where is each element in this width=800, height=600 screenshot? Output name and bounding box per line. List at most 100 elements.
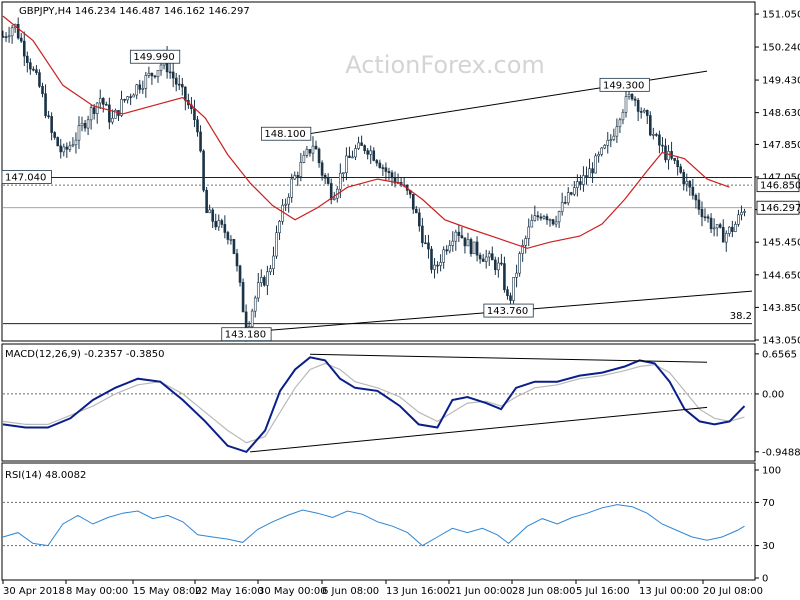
candle-body bbox=[466, 239, 470, 247]
candle-body bbox=[673, 157, 676, 161]
candle-body bbox=[235, 253, 239, 267]
candle-body bbox=[621, 111, 625, 121]
candle-body bbox=[539, 216, 543, 219]
candle-body bbox=[649, 115, 652, 136]
candle-body bbox=[481, 258, 485, 262]
candle-body bbox=[205, 189, 208, 214]
candle-body bbox=[47, 115, 50, 118]
candle-body bbox=[691, 186, 695, 196]
time-tick-label: 30 Apr 2018 bbox=[3, 586, 65, 597]
candle-body bbox=[269, 268, 272, 273]
candle-body bbox=[457, 231, 461, 236]
candle-body bbox=[658, 134, 661, 146]
candle-body bbox=[351, 156, 354, 159]
macd-tick-label: 0.6565 bbox=[762, 349, 797, 360]
candle-body bbox=[26, 55, 29, 63]
candle-body bbox=[573, 187, 576, 195]
candle-body bbox=[728, 226, 731, 234]
candle-body bbox=[679, 166, 682, 173]
candle-body bbox=[1, 36, 5, 38]
price-tick-label: 151.050 bbox=[762, 10, 800, 21]
candle-body bbox=[490, 253, 494, 261]
price-tick-label: 147.050 bbox=[762, 173, 800, 184]
candle-body bbox=[606, 139, 610, 146]
candle-body bbox=[7, 35, 11, 38]
candle-body bbox=[284, 203, 287, 206]
price-annotation: 143.760 bbox=[483, 303, 534, 318]
candle-body bbox=[694, 195, 698, 201]
candle-body bbox=[597, 154, 600, 157]
candle-body bbox=[357, 142, 360, 149]
time-tick-label: 22 May 16:00 bbox=[195, 586, 264, 597]
candle-body bbox=[557, 211, 561, 223]
candle-body bbox=[433, 264, 436, 270]
candle-body bbox=[624, 96, 628, 113]
candle-body bbox=[566, 192, 570, 204]
annotation-label: 147.040 bbox=[5, 172, 46, 183]
candle-body bbox=[132, 94, 135, 98]
candle-body bbox=[95, 102, 99, 114]
candle-body bbox=[469, 239, 473, 255]
candle-body bbox=[4, 36, 8, 38]
rsi-tick-label: 70 bbox=[762, 498, 775, 509]
candle-body bbox=[38, 72, 41, 87]
candle-body bbox=[612, 135, 616, 140]
macd-signal-line bbox=[2, 362, 745, 444]
candle-body bbox=[144, 75, 148, 89]
candle-body bbox=[615, 126, 619, 137]
candle-body bbox=[372, 150, 376, 161]
candle-body bbox=[366, 150, 369, 155]
candle-body bbox=[281, 204, 284, 222]
macd-tick-label: -0.9488 bbox=[762, 447, 800, 458]
candle-body bbox=[202, 150, 205, 191]
candle-body bbox=[77, 125, 81, 141]
candle-body bbox=[652, 134, 655, 136]
candle-body bbox=[411, 194, 415, 210]
price-annotation: 149.300 bbox=[599, 77, 650, 92]
candle-body bbox=[427, 242, 430, 250]
candle-body bbox=[524, 238, 528, 246]
candle-body bbox=[314, 145, 318, 150]
candle-body bbox=[56, 137, 60, 147]
time-tick-label: 15 May 08:00 bbox=[133, 586, 202, 597]
candle-body bbox=[342, 172, 345, 174]
price-tick-label: 144.650 bbox=[762, 270, 800, 281]
candle-body bbox=[497, 262, 500, 271]
annotation-label: 143.180 bbox=[225, 330, 266, 341]
candle-body bbox=[287, 197, 290, 205]
candle-body bbox=[591, 168, 594, 174]
candle-body bbox=[718, 224, 722, 228]
macd-content bbox=[2, 353, 752, 454]
candle-body bbox=[184, 86, 187, 101]
candle-body bbox=[715, 224, 719, 229]
candle-body bbox=[159, 64, 163, 71]
annotation-box bbox=[221, 327, 272, 342]
candle-body bbox=[354, 148, 357, 158]
candle-body bbox=[530, 220, 534, 228]
candle-body bbox=[633, 98, 637, 101]
candle-body bbox=[655, 134, 658, 136]
candle-body bbox=[494, 259, 497, 271]
rsi-panel-border bbox=[1, 462, 756, 581]
candle-body bbox=[32, 68, 35, 71]
candle-body bbox=[114, 110, 117, 119]
candle-body bbox=[375, 160, 379, 164]
candle-body bbox=[296, 175, 300, 177]
candle-body bbox=[293, 175, 297, 180]
candle-body bbox=[147, 72, 151, 76]
candle-body bbox=[579, 181, 582, 185]
candle-body bbox=[585, 175, 588, 178]
candle-body bbox=[290, 178, 294, 198]
candle-body bbox=[120, 99, 123, 116]
candle-body bbox=[475, 241, 479, 256]
candle-body bbox=[360, 142, 363, 146]
candle-body bbox=[536, 215, 540, 218]
candle-body bbox=[527, 226, 531, 239]
candle-body bbox=[126, 96, 129, 101]
fib-label: 38.2 bbox=[730, 311, 752, 322]
candle-body bbox=[609, 139, 613, 141]
macd-axis: 0.6565 0.00 -0.9488 bbox=[755, 349, 800, 458]
candle-body bbox=[272, 255, 275, 270]
current-price-box bbox=[756, 200, 800, 215]
